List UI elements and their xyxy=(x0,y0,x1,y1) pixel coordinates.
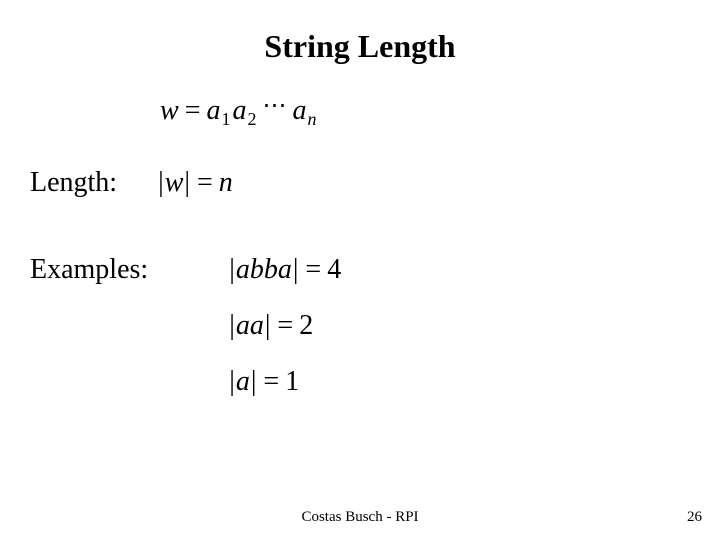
slide: String Length w = a1 a2 ⋯ an Length: |w|… xyxy=(0,0,720,540)
length-label: Length: xyxy=(30,167,117,199)
abs-bar-left: | xyxy=(229,254,235,286)
def-sub-2: 2 xyxy=(247,109,256,130)
example-3-inner: a xyxy=(236,366,250,398)
ellipsis: ⋯ xyxy=(262,91,288,120)
equals-sign: = xyxy=(305,254,321,286)
math-length: |w| = n xyxy=(157,167,233,199)
example-2-rhs: 2 xyxy=(299,310,313,342)
examples-label: Examples: xyxy=(30,254,148,286)
examples-row: Examples: |abba| = 4 |aa| = 2 |a| = 1 xyxy=(30,254,690,398)
example-1: |abba| = 4 xyxy=(228,254,341,286)
example-2-inner: aa xyxy=(236,310,264,342)
def-var-1: a xyxy=(206,95,220,127)
abs-bar-left: | xyxy=(158,167,164,199)
example-1-inner: abba xyxy=(236,254,292,286)
equals-sign: = xyxy=(263,366,279,398)
equals-sign: = xyxy=(197,167,213,199)
abs-bar-left: | xyxy=(229,310,235,342)
length-row: Length: |w| = n xyxy=(30,167,690,199)
abs-bar-left: | xyxy=(229,366,235,398)
footer-author: Costas Busch - RPI xyxy=(0,509,720,526)
abs-bar-right: | xyxy=(184,167,190,199)
example-3: |a| = 1 xyxy=(228,366,341,398)
definition-formula: w = a1 a2 ⋯ an xyxy=(160,95,690,127)
def-var-n: a xyxy=(292,95,306,127)
equals-sign: = xyxy=(277,310,293,342)
examples-list: |abba| = 4 |aa| = 2 |a| = 1 xyxy=(228,254,341,398)
abs-bar-right: | xyxy=(251,366,257,398)
def-sub-1: 1 xyxy=(221,109,230,130)
def-lhs: w xyxy=(160,95,179,127)
page-number: 26 xyxy=(687,509,702,526)
def-sub-n: n xyxy=(307,109,316,130)
abs-bar-right: | xyxy=(293,254,299,286)
def-var-2: a xyxy=(232,95,246,127)
math-definition: w = a1 a2 ⋯ an xyxy=(160,95,318,127)
example-2: |aa| = 2 xyxy=(228,310,341,342)
example-1-rhs: 4 xyxy=(327,254,341,286)
equals-sign: = xyxy=(185,95,201,127)
length-rhs: n xyxy=(219,167,233,199)
length-inner: w xyxy=(165,167,184,199)
slide-title: String Length xyxy=(30,28,690,65)
abs-bar-right: | xyxy=(265,310,271,342)
example-3-rhs: 1 xyxy=(285,366,299,398)
